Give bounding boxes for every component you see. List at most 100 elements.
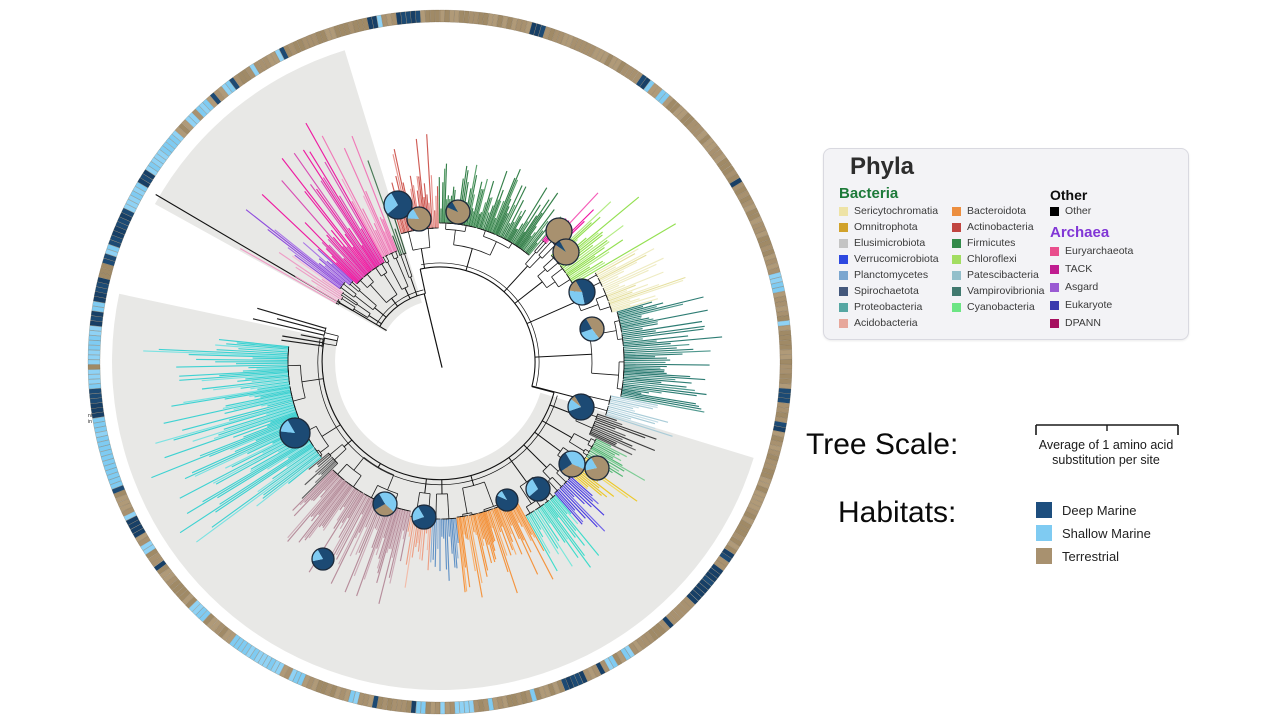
legend-item-euryarchaeota: Euryarchaeota: [1050, 245, 1133, 257]
tip-branches: [261, 122, 385, 285]
phyla-legend-title: Phyla: [850, 153, 915, 180]
phylum-sector-proteobacteria: [143, 339, 341, 543]
color-swatch: [952, 286, 961, 296]
ancestral-habitat-pie: [406, 206, 432, 232]
color-swatch: [839, 270, 848, 280]
phylum-sector-eury-pale: [239, 248, 382, 325]
tip-branches: [239, 248, 344, 304]
habitat-legend-item-shallow-marine: Shallow Marine: [1036, 524, 1151, 542]
legend-item-cyanobacteria: Cyanobacteria: [952, 301, 1035, 313]
phylogenetic-tree-container: [87, 9, 793, 715]
habitat-color-swatch: [1036, 525, 1052, 541]
tip-branches: [595, 248, 686, 313]
legend-item-patescibacteria: Patescibacteria: [952, 269, 1039, 281]
phylum-sector-eury-pink: [321, 135, 411, 299]
scale-bar-graphic: [1035, 424, 1179, 435]
ancestral-habitat-pie: [525, 476, 551, 502]
tip-branches: [321, 135, 398, 258]
tree-scale-label: Tree Scale:: [806, 428, 959, 461]
tree-scale-caption-line1: Average of 1 amino acid: [1038, 438, 1174, 452]
ancestral-habitat-pie: [567, 393, 595, 421]
tip-branches: [589, 413, 657, 456]
tip-branches: [456, 498, 554, 598]
tip-branches: [143, 339, 322, 543]
legend-item-label: Patescibacteria: [967, 269, 1039, 281]
clade-skeleton: [382, 250, 411, 299]
clade-skeleton: [335, 292, 382, 325]
ancestral-habitat-pie: [558, 450, 586, 478]
color-swatch: [839, 222, 848, 232]
color-swatch: [839, 238, 848, 248]
legend-item-other: Other: [1050, 205, 1091, 217]
tree-scale-caption-line2: substitution per site: [1052, 453, 1160, 467]
legend-item-vampirovibrionia: Vampirovibrionia: [952, 285, 1044, 297]
legend-item-label: Other: [1065, 205, 1092, 217]
legend-item-label: Bacteroidota: [967, 205, 1026, 217]
ancestral-habitat-pie: [584, 455, 610, 481]
color-swatch: [1050, 246, 1059, 256]
color-swatch: [952, 254, 961, 264]
legend-item-tack: TACK: [1050, 263, 1092, 275]
habitat-color-swatch: [1036, 502, 1052, 518]
ancestral-habitat-pie: [552, 238, 580, 266]
color-swatch: [952, 238, 961, 248]
other-section-header: Other: [1050, 187, 1088, 203]
clade-skeleton: [526, 272, 613, 325]
ancestral-habitat-pie: [311, 547, 335, 571]
habitat-legend-item-terrestrial: Terrestrial: [1036, 547, 1119, 565]
legend-item-label: Eukaryote: [1065, 299, 1113, 311]
legend-item-label: Verrucomicrobiota: [854, 253, 939, 265]
tree-scale-bar: [1034, 420, 1180, 443]
tip-branches: [605, 395, 673, 437]
legend-item-firmicutes: Firmicutes: [952, 237, 1015, 249]
clade-skeleton: [439, 222, 530, 271]
legend-item-asgard: Asgard: [1050, 281, 1098, 293]
clade-skeleton: [321, 327, 339, 348]
phylum-sector-sericytochromatia: [526, 248, 686, 325]
legend-item-acidobacteria: Acidobacteria: [839, 317, 918, 329]
legend-item-label: Cyanobacteria: [967, 301, 1035, 313]
legend-item-label: TACK: [1065, 263, 1093, 275]
legend-item-verrucomicrobiota: Verrucomicrobiota: [839, 253, 939, 265]
legend-item-eukaryote: Eukaryote: [1050, 299, 1112, 311]
ancestral-habitat-pie: [568, 278, 596, 306]
tip-branches: [616, 296, 723, 413]
color-swatch: [1050, 318, 1059, 328]
phylum-sector-darkgray-clade: [301, 439, 352, 499]
phylum-sector-asgard: [245, 209, 387, 318]
color-swatch: [1050, 300, 1059, 310]
color-swatch: [952, 270, 961, 280]
tip-branches: [525, 494, 600, 572]
legend-item-label: Elusimicrobiota: [854, 237, 926, 249]
ancestral-habitat-pie: [279, 417, 311, 449]
color-swatch: [839, 302, 848, 312]
legend-item-label: Proteobacteria: [854, 301, 923, 313]
ancestral-habitat-pies: [279, 190, 610, 571]
color-swatch: [839, 286, 848, 296]
legend-item-dpann: DPANN: [1050, 317, 1101, 329]
legend-item-elusimicrobiota: Elusimicrobiota: [839, 237, 925, 249]
habitat-ring: [87, 9, 793, 715]
clade-skeleton: [339, 281, 387, 318]
legend-item-label: Planctomycetes: [854, 269, 929, 281]
tip-branches: [554, 476, 606, 532]
clade-skeleton: [514, 255, 574, 304]
legend-item-actinobacteria: Actinobacteria: [952, 221, 1034, 233]
legend-item-label: Firmicutes: [967, 237, 1016, 249]
legend-item-spirochaetota: Spirochaetota: [839, 285, 919, 297]
tip-branches: [252, 307, 326, 347]
legend-item-label: Vampirovibrionia: [967, 285, 1045, 297]
ancestral-habitat-pie: [495, 488, 519, 512]
legend-item-label: Euryarchaeota: [1065, 245, 1134, 257]
phylum-sector-black-outliers: [252, 307, 339, 348]
tip-branches: [245, 209, 354, 290]
legend-item-label: Actinobacteria: [967, 221, 1034, 233]
legend-item-label: Spirochaetota: [854, 285, 919, 297]
color-swatch: [1050, 282, 1059, 292]
color-swatch: [839, 318, 848, 328]
ancestral-habitat-pie: [411, 504, 437, 530]
phylum-sector-bacteroidota: [456, 475, 554, 598]
legend-item-label: Acidobacteria: [854, 317, 918, 329]
color-swatch: [952, 222, 961, 232]
